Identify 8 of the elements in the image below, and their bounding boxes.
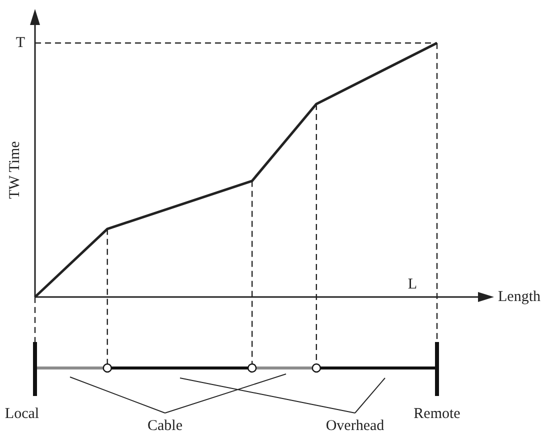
text: Remote — [414, 406, 461, 422]
text: T — [16, 34, 25, 51]
text: Local — [4, 406, 40, 422]
text: Cable — [148, 418, 183, 434]
annotation: L — [408, 276, 417, 292]
text: Overhead — [326, 418, 385, 434]
y-axis-title: TW Time — [6, 140, 23, 199]
x-axis-title: Length — [498, 288, 541, 305]
